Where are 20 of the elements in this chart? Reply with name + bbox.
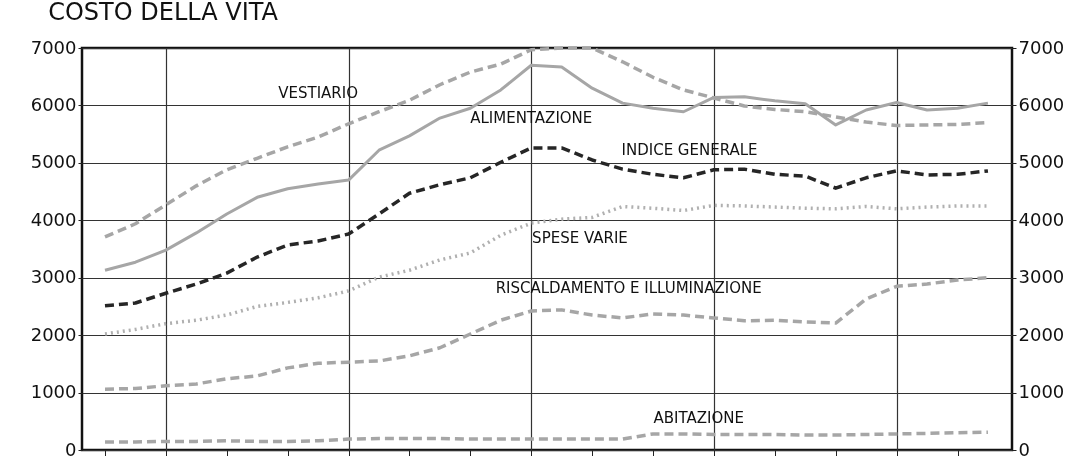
line-series	[103, 275, 990, 391]
chart-title: COSTO DELLA VITA	[48, 0, 279, 26]
y-tick-label: 5000	[30, 151, 77, 173]
y-tick-label: 1000	[30, 381, 77, 403]
y2-tick-label: 4000	[1018, 208, 1065, 230]
y-tick-label: 0	[65, 438, 77, 456]
y2-tick-label: 2000	[1018, 323, 1065, 345]
y2-tick-label: 7000	[1018, 36, 1065, 58]
line-series	[103, 430, 990, 444]
y2-tick-label: 6000	[1018, 93, 1065, 115]
y-tick-label: 2000	[30, 323, 77, 345]
y-tick-label: 7000	[30, 36, 77, 58]
y-tick-label: 3000	[30, 266, 77, 288]
y2-tick-label: 1000	[1018, 381, 1065, 403]
series-label: SPESE VARIE	[532, 229, 628, 248]
y2-tick-label: 3000	[1018, 266, 1065, 288]
y-tick-label: 6000	[30, 93, 77, 115]
y-tick-label: 4000	[30, 208, 77, 230]
y2-tick-label: 5000	[1018, 151, 1065, 173]
y2-tick-label: 0	[1018, 438, 1030, 456]
